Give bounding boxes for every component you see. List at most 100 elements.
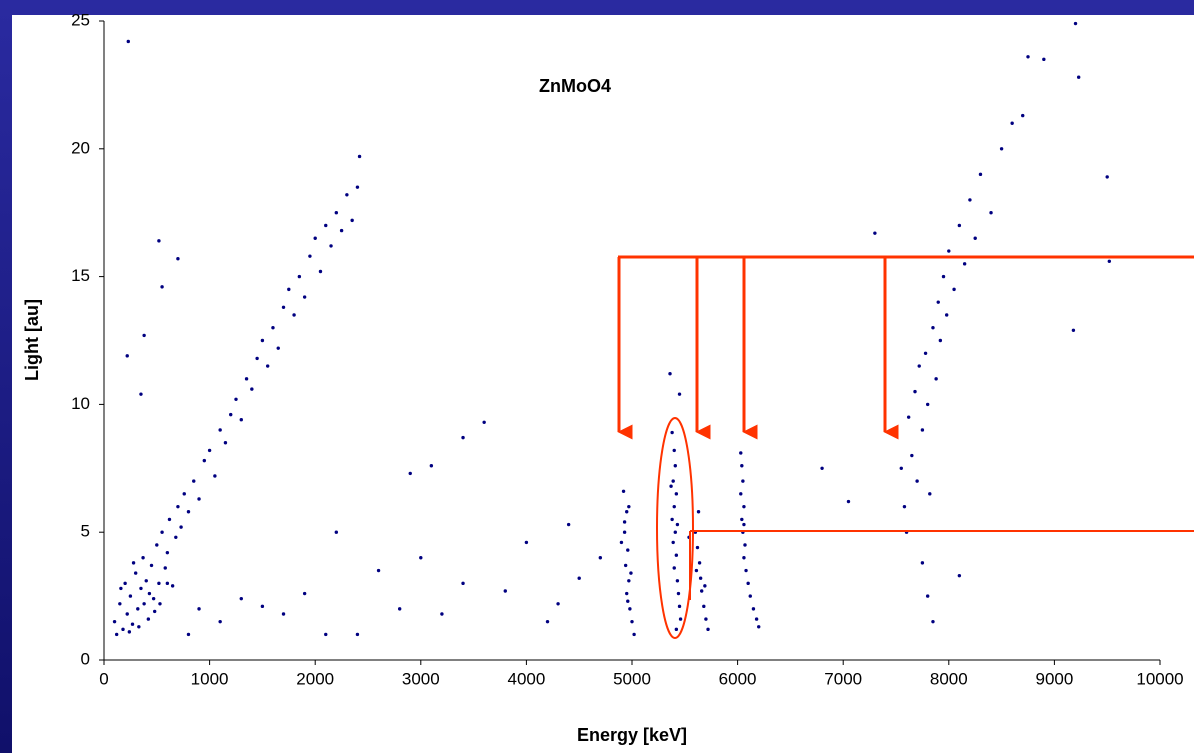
- point: [672, 448, 676, 453]
- point: [136, 607, 140, 611]
- x-tick-label: 5000: [613, 669, 651, 688]
- point: [324, 223, 328, 228]
- point: [207, 448, 212, 453]
- point: [158, 602, 162, 606]
- point: [751, 607, 756, 611]
- point: [281, 305, 286, 309]
- point: [182, 492, 186, 496]
- point: [160, 285, 164, 289]
- point: [144, 579, 148, 583]
- point: [706, 627, 710, 632]
- point: [112, 619, 117, 624]
- point: [218, 428, 222, 432]
- point: [313, 236, 317, 240]
- point: [742, 522, 746, 527]
- point: [577, 576, 581, 580]
- point: [947, 249, 951, 253]
- point: [139, 392, 143, 396]
- point: [902, 504, 907, 509]
- x-tick-label: 1000: [191, 669, 229, 688]
- point: [292, 313, 296, 317]
- point: [923, 351, 928, 355]
- point: [121, 627, 125, 632]
- point: [740, 464, 744, 468]
- point: [223, 441, 228, 445]
- point: [126, 39, 130, 44]
- point: [894, 433, 898, 437]
- x-tick-label: 3000: [402, 669, 440, 688]
- point: [968, 198, 972, 202]
- point: [147, 591, 152, 596]
- point: [671, 479, 675, 483]
- point: [308, 254, 312, 258]
- point: [742, 556, 746, 560]
- point: [694, 568, 699, 573]
- point: [944, 313, 949, 317]
- point: [123, 581, 127, 586]
- point: [628, 607, 632, 611]
- point: [440, 612, 444, 616]
- point: [962, 262, 967, 266]
- point: [670, 430, 674, 435]
- point: [142, 333, 146, 338]
- x-tick-label: 0: [99, 669, 108, 688]
- point: [938, 338, 943, 343]
- point: [260, 338, 265, 343]
- point: [931, 326, 935, 330]
- point: [127, 630, 132, 634]
- point: [133, 571, 138, 575]
- point: [670, 517, 674, 522]
- point: [678, 617, 683, 621]
- y-tick-label: 25: [71, 10, 90, 29]
- point: [675, 579, 680, 583]
- point: [629, 571, 633, 575]
- x-tick-label: 8000: [930, 669, 968, 688]
- point: [355, 185, 360, 189]
- point: [137, 625, 141, 629]
- point: [202, 458, 207, 463]
- y-tick-label: 15: [71, 266, 90, 285]
- point: [165, 550, 170, 555]
- point: [917, 364, 921, 368]
- point: [674, 553, 679, 557]
- point: [1076, 75, 1081, 79]
- point: [118, 602, 122, 606]
- point: [820, 466, 824, 470]
- point: [1026, 55, 1030, 59]
- point: [999, 147, 1004, 151]
- x-tick-label: 6000: [719, 669, 757, 688]
- point: [176, 257, 180, 261]
- point: [1105, 175, 1109, 179]
- point: [324, 632, 328, 637]
- point: [376, 568, 381, 573]
- point: [260, 604, 265, 609]
- point: [934, 377, 938, 381]
- point: [234, 397, 238, 401]
- point: [287, 287, 291, 292]
- point: [130, 622, 135, 626]
- point: [622, 520, 627, 524]
- point: [131, 561, 136, 565]
- point: [265, 364, 270, 368]
- point: [345, 193, 349, 197]
- point: [1021, 113, 1025, 118]
- point: [146, 617, 151, 621]
- point: [941, 274, 946, 279]
- point: [429, 464, 434, 468]
- point: [334, 530, 339, 534]
- point: [672, 566, 676, 570]
- point: [244, 377, 249, 381]
- point: [989, 211, 993, 215]
- point: [276, 346, 280, 350]
- point: [329, 244, 333, 248]
- point: [170, 584, 175, 588]
- point: [350, 218, 354, 223]
- point: [744, 568, 748, 573]
- point: [598, 556, 603, 560]
- point: [626, 548, 630, 552]
- point: [250, 387, 254, 391]
- point: [213, 474, 217, 478]
- point: [218, 619, 222, 624]
- point: [151, 596, 156, 601]
- point: [742, 504, 746, 509]
